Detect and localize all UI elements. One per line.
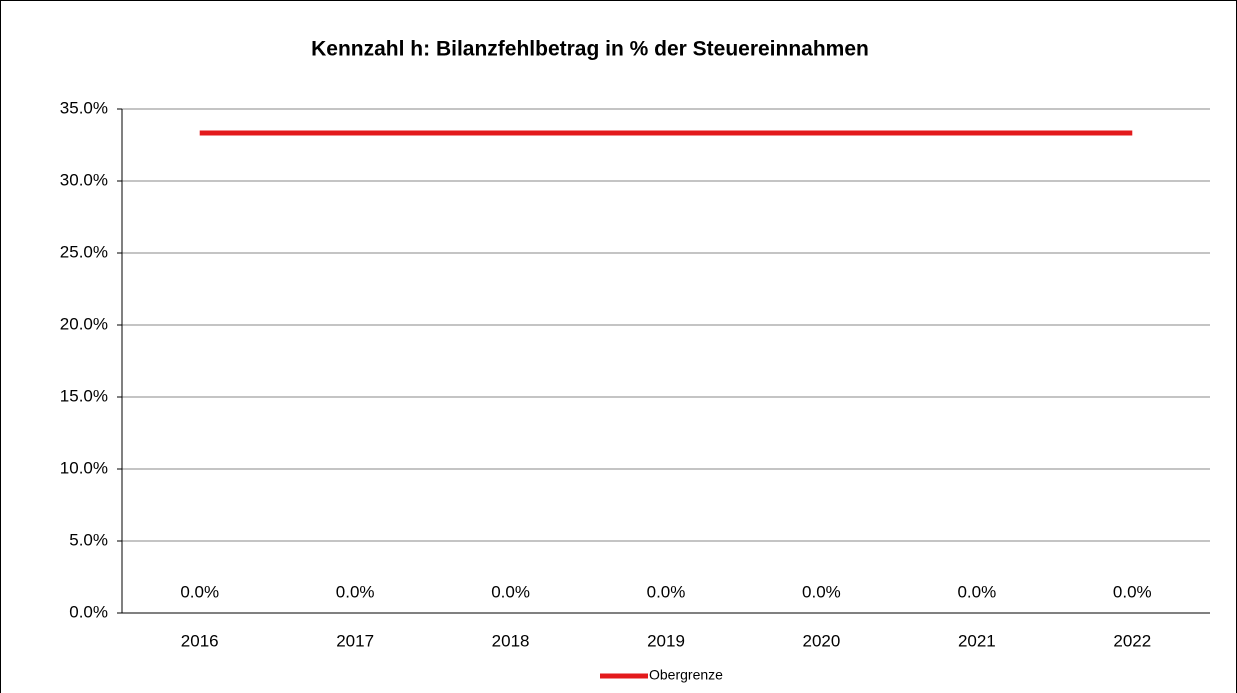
data-label: 0.0%	[647, 582, 686, 601]
y-tick-label: 5.0%	[69, 530, 108, 549]
x-tick-label: 2016	[181, 631, 219, 650]
x-tick-label: 2022	[1113, 631, 1151, 650]
y-tick-label: 35.0%	[60, 98, 108, 117]
y-tick-label: 20.0%	[60, 314, 108, 333]
legend-label: Obergrenze	[649, 667, 723, 683]
x-tick-label: 2018	[492, 631, 530, 650]
x-tick-label: 2019	[647, 631, 685, 650]
data-label: 0.0%	[180, 582, 219, 601]
y-tick-label: 15.0%	[60, 386, 108, 405]
data-label: 0.0%	[491, 582, 530, 601]
y-tick-label: 25.0%	[60, 242, 108, 261]
data-label: 0.0%	[802, 582, 841, 601]
y-tick-label: 0.0%	[69, 602, 108, 621]
data-label: 0.0%	[336, 582, 375, 601]
data-label: 0.0%	[957, 582, 996, 601]
x-tick-label: 2017	[336, 631, 374, 650]
chart-title: Kennzahl h: Bilanzfehlbetrag in % der St…	[311, 38, 869, 61]
x-tick-label: 2021	[958, 631, 996, 650]
x-tick-label: 2020	[803, 631, 841, 650]
y-tick-label: 10.0%	[60, 458, 108, 477]
data-label: 0.0%	[1113, 582, 1152, 601]
y-tick-label: 30.0%	[60, 170, 108, 189]
